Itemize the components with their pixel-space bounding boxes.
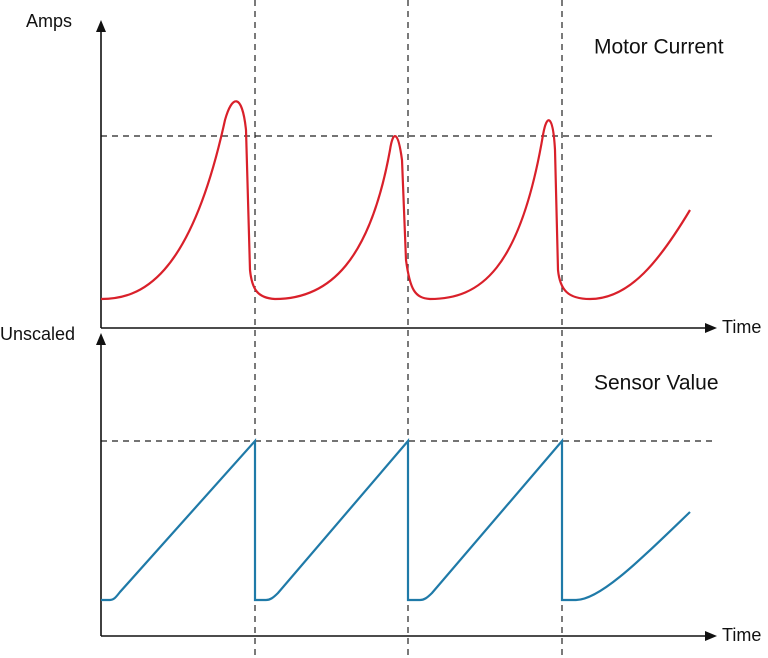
axis-arrow [705, 631, 717, 641]
panel-title: Motor Current [594, 36, 724, 59]
y-axis-label: Unscaled [0, 324, 75, 344]
motor-current-curve [100, 100, 691, 301]
panel-title: Sensor Value [594, 372, 719, 395]
sensor-value-curve [101, 438, 691, 602]
x-axis-label: Time [722, 625, 761, 645]
x-axis-label: Time [722, 317, 761, 337]
axis-arrow [96, 20, 106, 32]
y-axis-label: Amps [26, 11, 72, 31]
axis-arrow [96, 333, 106, 345]
axis-arrow [705, 323, 717, 333]
